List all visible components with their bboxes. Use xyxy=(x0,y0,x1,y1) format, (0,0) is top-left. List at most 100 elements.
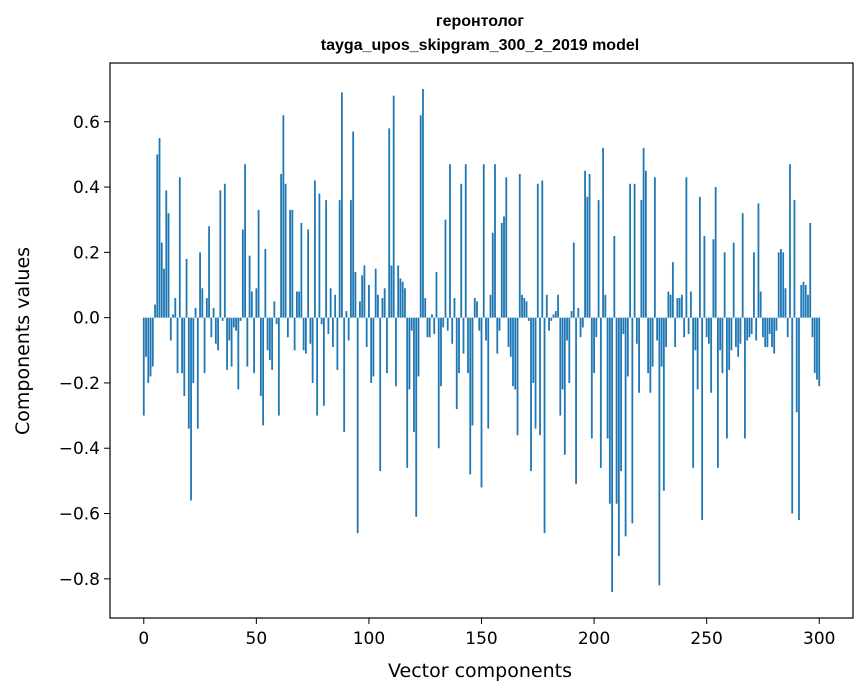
bar xyxy=(343,317,346,432)
bar xyxy=(563,317,566,455)
bar xyxy=(300,222,303,318)
bar xyxy=(282,115,285,318)
bar xyxy=(692,317,695,468)
bar xyxy=(771,317,773,348)
bar xyxy=(611,317,613,592)
bar xyxy=(250,291,253,318)
bar xyxy=(232,317,235,328)
bar xyxy=(717,317,719,468)
bar xyxy=(327,317,330,334)
bar xyxy=(762,317,764,338)
bar xyxy=(633,183,636,318)
bar xyxy=(487,317,490,429)
bar xyxy=(782,252,785,318)
bar xyxy=(174,298,177,318)
bar xyxy=(712,239,715,318)
bar xyxy=(359,301,361,318)
bar xyxy=(345,311,348,318)
bar xyxy=(356,317,359,534)
bar xyxy=(696,317,699,390)
bar xyxy=(494,164,496,318)
bar xyxy=(361,275,364,318)
bar xyxy=(588,174,591,318)
bar xyxy=(239,317,242,321)
bar xyxy=(521,294,523,318)
bar xyxy=(804,285,807,318)
y-tick-label: 0.0 xyxy=(73,309,100,329)
bar xyxy=(417,317,420,377)
bar xyxy=(685,177,688,318)
bar xyxy=(304,317,307,354)
bar xyxy=(149,317,152,377)
bar xyxy=(453,298,456,318)
bar xyxy=(649,317,652,393)
bar xyxy=(581,317,584,328)
bar xyxy=(437,317,440,449)
bar xyxy=(631,317,634,524)
x-tick-label: 150 xyxy=(465,629,497,649)
bar xyxy=(759,291,762,318)
bar xyxy=(354,271,357,318)
bar xyxy=(237,317,240,390)
bar xyxy=(415,317,418,517)
y-tick-label: −0.6 xyxy=(59,505,100,525)
bar xyxy=(268,317,271,361)
bar xyxy=(764,317,767,348)
bar xyxy=(307,229,310,318)
bar xyxy=(316,317,319,416)
bar xyxy=(257,209,260,318)
bar xyxy=(775,317,778,331)
bar xyxy=(719,317,722,351)
bar xyxy=(329,288,332,318)
bar xyxy=(552,314,555,318)
bar xyxy=(606,317,609,439)
bar xyxy=(313,180,316,318)
bar xyxy=(723,252,726,318)
bar xyxy=(647,317,650,374)
bar xyxy=(145,317,147,357)
bar xyxy=(181,317,183,374)
bar xyxy=(379,317,382,472)
bar xyxy=(536,183,539,318)
bar xyxy=(467,317,469,374)
bar xyxy=(807,294,809,318)
bar xyxy=(525,301,528,318)
bar xyxy=(458,317,460,374)
bar xyxy=(554,311,557,318)
bar xyxy=(816,317,818,380)
bar xyxy=(577,307,580,318)
bar xyxy=(705,317,708,338)
bar xyxy=(482,164,485,318)
bar xyxy=(507,317,510,348)
bar xyxy=(217,317,219,351)
bar xyxy=(397,265,400,318)
bar xyxy=(617,317,620,556)
bar xyxy=(687,317,690,334)
bar xyxy=(559,317,562,416)
bar xyxy=(757,203,760,318)
bar xyxy=(383,288,386,318)
bar xyxy=(167,213,170,318)
bar xyxy=(289,209,292,318)
bar xyxy=(176,317,179,374)
bar xyxy=(545,294,548,318)
x-tick-label: 200 xyxy=(578,629,610,649)
bar xyxy=(338,200,341,318)
bar xyxy=(671,262,674,318)
bar xyxy=(509,317,512,357)
bar xyxy=(737,317,740,357)
bar xyxy=(471,317,474,426)
y-tick-label: −0.4 xyxy=(59,439,100,459)
bar xyxy=(750,317,753,334)
bar xyxy=(624,317,627,537)
bar xyxy=(223,183,226,318)
bar xyxy=(629,183,632,318)
bar xyxy=(489,294,492,318)
bar xyxy=(557,294,559,318)
bar xyxy=(613,236,616,318)
chart-title: геронтолог xyxy=(436,13,525,30)
bar xyxy=(451,317,454,344)
bar xyxy=(244,164,246,318)
bar xyxy=(293,317,296,351)
